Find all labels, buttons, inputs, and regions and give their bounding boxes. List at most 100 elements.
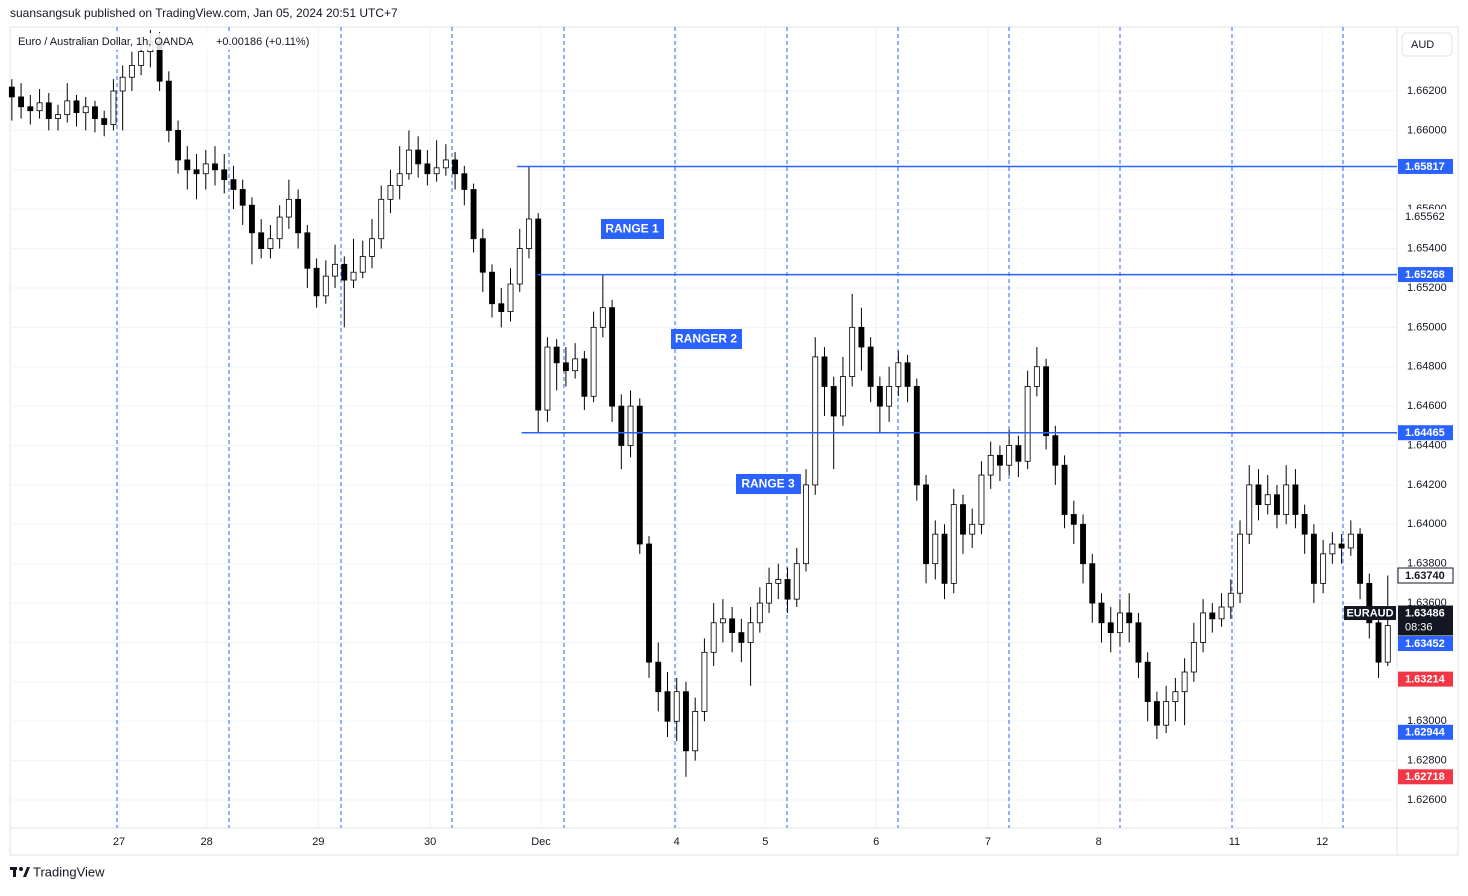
logo-part bbox=[19, 867, 23, 871]
y-tick-label: 1.64600 bbox=[1407, 400, 1447, 412]
candle-body bbox=[1301, 514, 1308, 535]
candle-body bbox=[258, 232, 265, 249]
candle-body bbox=[110, 90, 117, 125]
candle-body bbox=[1061, 464, 1068, 515]
y-tick-label: 1.62600 bbox=[1407, 794, 1447, 806]
level-label-bg bbox=[1398, 425, 1453, 441]
candle-body bbox=[350, 271, 357, 281]
candle-body bbox=[1209, 612, 1216, 620]
candle-body bbox=[1274, 494, 1280, 515]
candle-body bbox=[849, 326, 856, 377]
brand: TradingView bbox=[33, 864, 105, 879]
candle-body bbox=[1310, 533, 1317, 584]
candle-body bbox=[1098, 602, 1105, 624]
y-tick-label: 1.63800 bbox=[1407, 558, 1447, 570]
candle-body bbox=[655, 661, 662, 693]
candle-body bbox=[82, 106, 89, 114]
candle-body bbox=[165, 80, 172, 131]
price-label-bg bbox=[1398, 769, 1453, 785]
candle-body bbox=[387, 185, 394, 200]
candle-body bbox=[1070, 514, 1077, 525]
x-tick-label: 28 bbox=[201, 836, 213, 848]
candle-body bbox=[692, 711, 699, 752]
candle-body bbox=[396, 173, 403, 186]
y-tick-label: 1.66200 bbox=[1407, 85, 1447, 97]
candle-body bbox=[36, 102, 43, 112]
price-label: 1.63452 bbox=[1405, 638, 1445, 650]
candle-body bbox=[1375, 622, 1382, 663]
candle-body bbox=[55, 114, 61, 119]
publish-note: suansangsuk published on TradingView.com… bbox=[10, 6, 398, 20]
annotation: RANGE 1 bbox=[605, 222, 659, 236]
price-label: 1.62718 bbox=[1405, 771, 1445, 783]
current-price-bg bbox=[1398, 605, 1453, 636]
price-label: 1.65562 bbox=[1405, 211, 1445, 223]
level-label: 1.65817 bbox=[1405, 161, 1445, 173]
level-label-bg bbox=[1398, 158, 1453, 174]
grid bbox=[10, 27, 1397, 828]
candle-body bbox=[1190, 642, 1197, 673]
currency[interactable]: AUD bbox=[1411, 39, 1434, 51]
candle-body bbox=[1227, 592, 1234, 608]
candle-body bbox=[1181, 671, 1188, 693]
x-tick-label: 7 bbox=[985, 836, 991, 848]
candle-body bbox=[276, 216, 283, 240]
candle-body bbox=[1357, 533, 1364, 584]
price-label-bg bbox=[1398, 724, 1453, 740]
candle-body bbox=[442, 159, 449, 169]
candle-body bbox=[839, 376, 846, 417]
candle-body bbox=[738, 632, 745, 643]
candle-body bbox=[285, 198, 292, 218]
candle-body bbox=[1153, 701, 1160, 726]
candle-body bbox=[267, 238, 274, 249]
x-tick-label: 5 bbox=[762, 836, 768, 848]
x-tick-label: 8 bbox=[1096, 836, 1102, 848]
x-tick-label: Dec bbox=[531, 836, 551, 848]
candle-body bbox=[858, 326, 865, 348]
y-tick-label: 1.65200 bbox=[1407, 282, 1447, 294]
candle-body bbox=[886, 386, 893, 407]
current-price: 1.63486 bbox=[1405, 607, 1445, 619]
candle-body bbox=[27, 106, 34, 112]
candle-body bbox=[378, 198, 385, 240]
candle-body bbox=[1033, 366, 1040, 387]
candle-body bbox=[359, 256, 366, 273]
y-tick-label: 1.65400 bbox=[1407, 242, 1447, 254]
candle-body bbox=[175, 129, 182, 161]
candle-body bbox=[1218, 606, 1225, 620]
candle-body bbox=[1347, 533, 1354, 549]
symbol-line: Euro / Australian Dollar, 1h, OANDA bbox=[18, 36, 194, 48]
candle-body bbox=[590, 326, 597, 397]
overlays: 1.626001.628001.630001.632001.634001.636… bbox=[113, 85, 1454, 848]
annotation-box bbox=[601, 219, 664, 239]
candle-body bbox=[803, 484, 809, 565]
candle-body bbox=[932, 533, 939, 565]
candle-body bbox=[1006, 445, 1013, 466]
candle-body bbox=[221, 169, 228, 181]
y-tick-label: 1.66000 bbox=[1407, 124, 1447, 136]
candle-body bbox=[1052, 435, 1059, 466]
candle-body bbox=[1338, 543, 1345, 549]
x-tick-label: 4 bbox=[674, 836, 680, 848]
brand-logo bbox=[10, 867, 30, 877]
candle-body bbox=[332, 263, 338, 277]
candle-body bbox=[830, 386, 837, 417]
candle-body bbox=[729, 618, 736, 634]
candle-body bbox=[1366, 582, 1373, 624]
price-label: 1.63740 bbox=[1405, 570, 1445, 582]
candle-body bbox=[562, 362, 569, 372]
candle-body bbox=[941, 533, 948, 584]
candle-body bbox=[664, 691, 671, 722]
candle-body bbox=[969, 523, 976, 535]
candle-body bbox=[572, 358, 579, 372]
x-tick-label: 27 bbox=[113, 836, 125, 848]
candle-body bbox=[526, 218, 532, 249]
current-symbol-bg bbox=[1344, 606, 1396, 621]
x-tick-label: 6 bbox=[873, 836, 879, 848]
candle-body bbox=[249, 204, 255, 234]
candle-body bbox=[821, 356, 828, 387]
currency-button[interactable] bbox=[1401, 32, 1453, 57]
candle-body bbox=[756, 602, 763, 624]
x-tick-label: 11 bbox=[1229, 836, 1240, 848]
candle-body bbox=[683, 691, 689, 752]
